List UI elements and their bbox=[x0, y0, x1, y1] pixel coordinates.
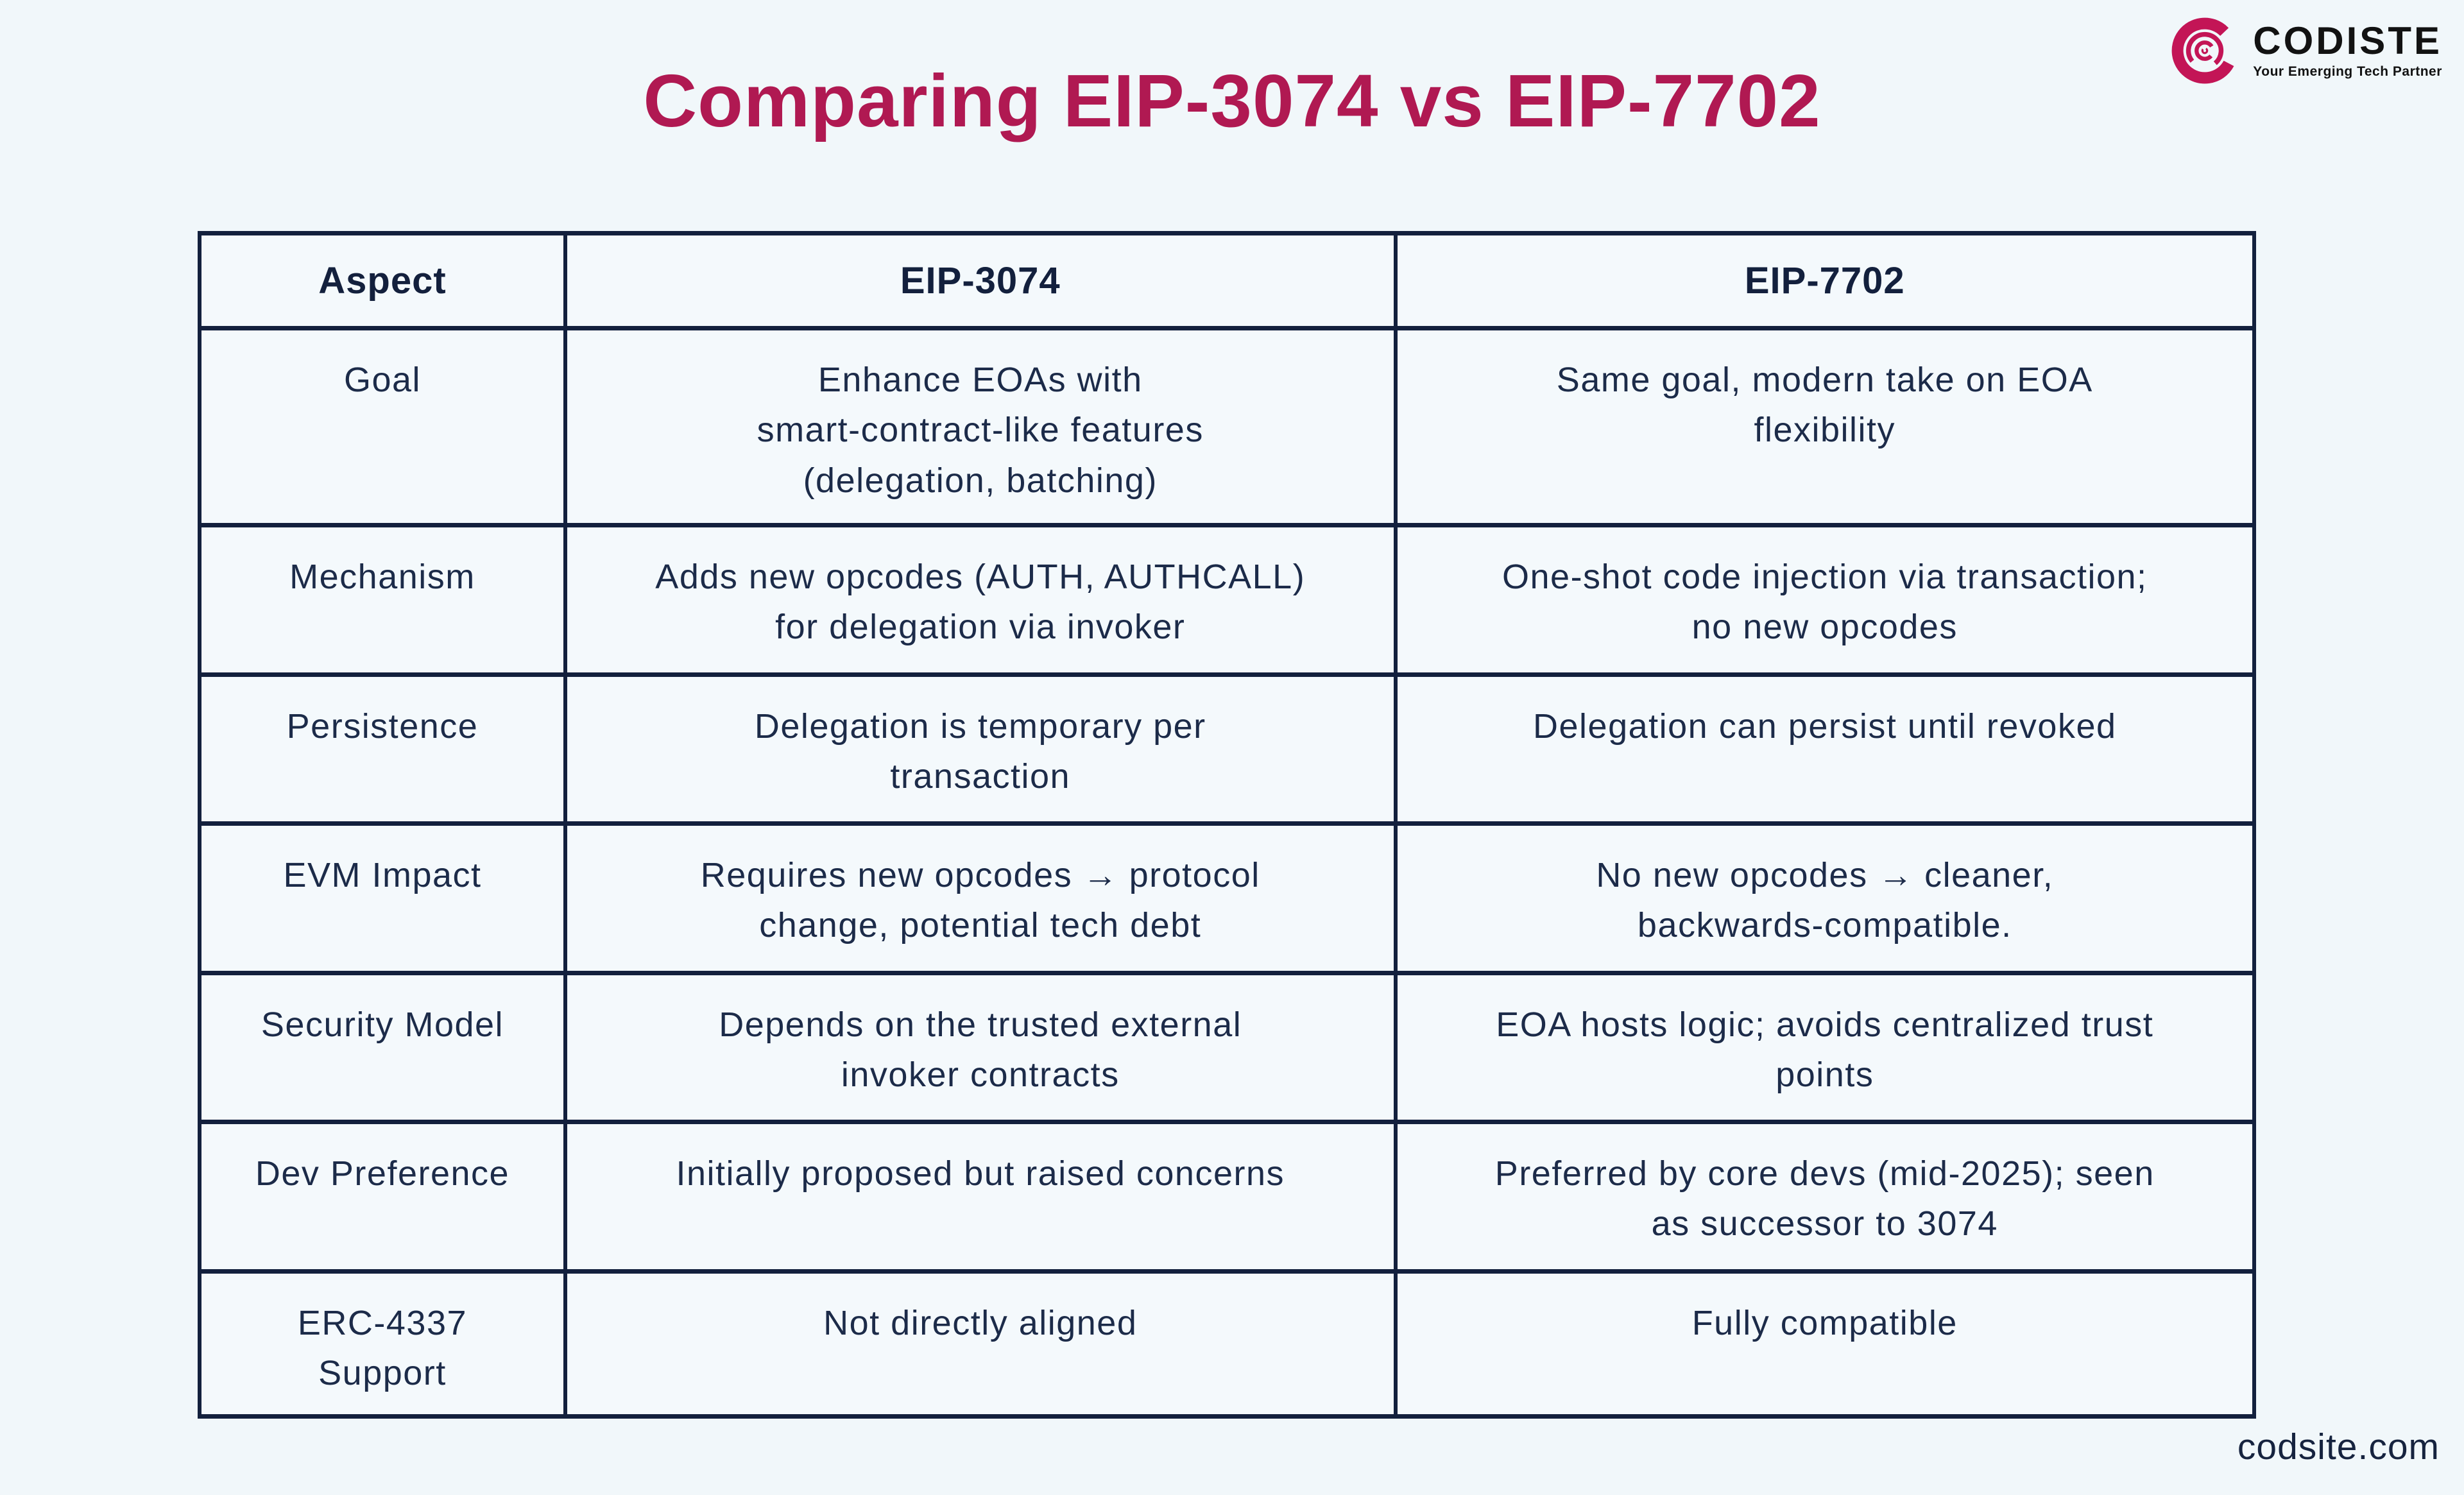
table-row-dev-preference: Dev Preference Initially proposed but ra… bbox=[198, 1120, 2257, 1274]
table-row-mechanism: Mechanism Adds new opcodes (AUTH, AUTHCA… bbox=[198, 523, 2257, 677]
comparison-table: Aspect EIP-3074 EIP-7702 Goal Enhance EO… bbox=[198, 231, 2257, 1419]
footer-website-url: codsite.com bbox=[2237, 1426, 2440, 1467]
codiste-logo: CODISTE Your Emerging Tech Partner bbox=[2171, 17, 2442, 85]
aspect-label: ERC-4337 Support bbox=[198, 1269, 567, 1419]
table-row-erc4337-support: ERC-4337 Support Not directly aligned Fu… bbox=[198, 1269, 2257, 1419]
table-row-persistence: Persistence Delegation is temporary per … bbox=[198, 672, 2257, 826]
eip7702-cell: No new opcodes → cleaner, backwards-comp… bbox=[1393, 821, 2257, 975]
eip7702-cell: EOA hosts logic; avoids centralized trus… bbox=[1393, 971, 2257, 1124]
column-header-eip3074: EIP-3074 bbox=[563, 231, 1398, 330]
aspect-label: Dev Preference bbox=[198, 1120, 567, 1274]
table-header-row: Aspect EIP-3074 EIP-7702 bbox=[198, 231, 2257, 330]
aspect-label: Goal bbox=[198, 326, 567, 527]
eip7702-cell: Fully compatible bbox=[1393, 1269, 2257, 1419]
column-header-eip7702: EIP-7702 bbox=[1393, 231, 2257, 330]
eip3074-cell: Enhance EOAs with smart-contract-like fe… bbox=[563, 326, 1398, 527]
aspect-label: Security Model bbox=[198, 971, 567, 1124]
table-row-evm-impact: EVM Impact Requires new opcodes → protoc… bbox=[198, 821, 2257, 975]
aspect-label: Mechanism bbox=[198, 523, 567, 677]
eip7702-cell: Preferred by core devs (mid-2025); seen … bbox=[1393, 1120, 2257, 1274]
eip7702-cell: Same goal, modern take on EOA flexibilit… bbox=[1393, 326, 2257, 527]
aspect-label: Persistence bbox=[198, 672, 567, 826]
codiste-logo-icon bbox=[2171, 17, 2238, 84]
page-title: Comparing EIP-3074 vs EIP-7702 bbox=[643, 59, 1821, 142]
eip3074-cell: Not directly aligned bbox=[563, 1269, 1398, 1419]
eip3074-cell: Requires new opcodes → protocol change, … bbox=[563, 821, 1398, 975]
table-row-security-model: Security Model Depends on the trusted ex… bbox=[198, 971, 2257, 1124]
table-row-goal: Goal Enhance EOAs with smart-contract-li… bbox=[198, 326, 2257, 527]
eip3074-cell: Delegation is temporary per transaction bbox=[563, 672, 1398, 826]
eip3074-cell: Initially proposed but raised concerns bbox=[563, 1120, 1398, 1274]
eip3074-cell: Adds new opcodes (AUTH, AUTHCALL) for de… bbox=[563, 523, 1398, 677]
codiste-logo-tagline: Your Emerging Tech Partner bbox=[2253, 64, 2442, 79]
column-header-aspect: Aspect bbox=[198, 231, 567, 330]
codiste-logo-name: CODISTE bbox=[2253, 19, 2442, 62]
eip7702-cell: One-shot code injection via transaction;… bbox=[1393, 523, 2257, 677]
eip7702-cell: Delegation can persist until revoked bbox=[1393, 672, 2257, 826]
aspect-label: EVM Impact bbox=[198, 821, 567, 975]
eip3074-cell: Depends on the trusted external invoker … bbox=[563, 971, 1398, 1124]
